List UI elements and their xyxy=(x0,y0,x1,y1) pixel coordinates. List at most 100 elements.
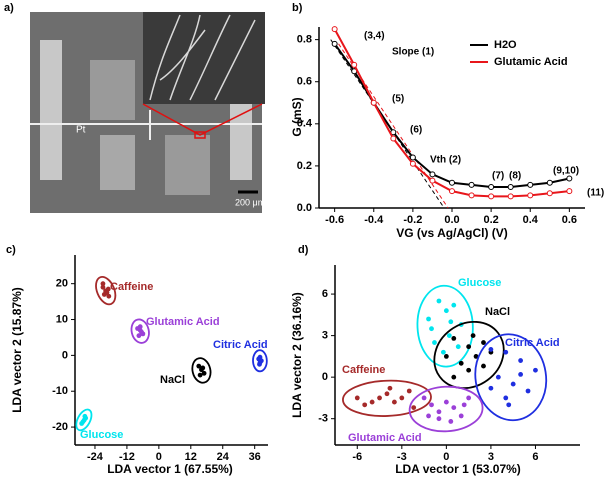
y-tick-label: 3 xyxy=(322,330,328,342)
point xyxy=(354,395,360,401)
y-tick-label: -3 xyxy=(318,413,328,425)
y-axis-label: LDA vector 2 (15.87%) xyxy=(10,287,24,413)
annotation: (7) xyxy=(492,171,504,182)
y-tick-label: 20 xyxy=(56,278,68,290)
point xyxy=(436,409,442,415)
cluster-ellipse xyxy=(75,408,93,432)
point xyxy=(409,154,416,161)
cluster-label: NaCl xyxy=(485,306,510,318)
y-tick-label: 0.2 xyxy=(297,160,312,172)
x-tick-label: -0.4 xyxy=(364,214,384,226)
point xyxy=(391,399,397,405)
point xyxy=(466,395,472,401)
cluster-ellipse xyxy=(130,318,150,344)
point xyxy=(488,347,494,352)
cluster-ellipse xyxy=(191,357,212,384)
pad xyxy=(40,40,62,180)
annotation: (9,10) xyxy=(553,166,579,177)
point xyxy=(197,372,203,378)
point xyxy=(451,374,457,380)
cluster-ellipse xyxy=(416,284,474,368)
point xyxy=(455,344,461,350)
point xyxy=(257,361,262,367)
x-tick-label: 0.0 xyxy=(444,214,459,226)
point xyxy=(488,193,495,200)
point xyxy=(510,381,516,387)
point xyxy=(429,171,436,178)
cluster-label: Citric Acid xyxy=(505,337,560,349)
point xyxy=(461,402,467,408)
legend-label: Glutamic Acid xyxy=(494,56,568,68)
point xyxy=(546,179,553,186)
point xyxy=(443,353,449,359)
point xyxy=(443,399,449,405)
point xyxy=(466,344,472,350)
x-tick-label: 0.4 xyxy=(523,214,539,226)
panel-label: d) xyxy=(298,244,309,256)
point xyxy=(507,193,514,200)
point xyxy=(527,181,534,188)
point xyxy=(331,40,338,47)
point xyxy=(448,319,454,325)
point xyxy=(136,333,142,339)
x-axis-label: LDA vector 1 (53.07%) xyxy=(395,462,521,476)
y-axis-label: G (mS) xyxy=(290,97,304,136)
y-tick-label: -20 xyxy=(52,421,68,433)
legend-label: H2O xyxy=(494,39,517,51)
point xyxy=(384,391,390,397)
x-tick-label: 36 xyxy=(249,451,261,463)
point xyxy=(468,192,475,199)
x-tick-label: 0 xyxy=(443,451,449,463)
point xyxy=(503,395,509,401)
image-panel: a) 200 μm Pt xyxy=(4,2,265,213)
point xyxy=(409,160,416,167)
point xyxy=(82,413,88,419)
series-line xyxy=(333,28,570,198)
point xyxy=(449,188,455,195)
point xyxy=(495,374,501,380)
y-tick-label: 0.0 xyxy=(297,202,312,214)
point xyxy=(139,329,144,335)
y-tick-label: 6 xyxy=(322,288,328,300)
point xyxy=(525,388,531,394)
point xyxy=(137,324,143,330)
point xyxy=(488,385,494,391)
panel-label: a) xyxy=(4,2,14,14)
cluster-label: Citric Acid xyxy=(213,339,268,351)
annotation: (6) xyxy=(410,125,422,136)
point xyxy=(362,402,368,408)
cluster-ellipse xyxy=(252,349,268,373)
annotation: (11) xyxy=(587,188,604,199)
x-tick-label: 0.6 xyxy=(562,214,577,226)
x-tick-label: -0.6 xyxy=(325,214,344,226)
point xyxy=(436,416,442,422)
y-tick-label: -10 xyxy=(52,385,68,397)
zoom-box xyxy=(194,131,206,139)
x-tick-label: 3 xyxy=(488,451,494,463)
nanowires xyxy=(149,14,256,101)
point xyxy=(488,183,495,190)
point xyxy=(331,26,338,33)
cluster-label: Caffeine xyxy=(110,281,153,293)
point xyxy=(443,308,449,314)
x-axis-label: LDA vector 1 (67.55%) xyxy=(107,462,233,476)
point xyxy=(369,399,375,405)
x-tick-label: -12 xyxy=(119,451,135,463)
cluster-ellipse xyxy=(433,320,505,390)
point xyxy=(518,358,524,363)
point xyxy=(406,388,412,394)
y-tick-label: 0.6 xyxy=(297,76,312,88)
point xyxy=(468,181,475,188)
point xyxy=(106,293,112,299)
point xyxy=(399,395,405,401)
x-tick-label: -3 xyxy=(397,451,407,463)
annotation: (5) xyxy=(392,94,404,105)
point xyxy=(527,192,534,199)
x-tick-label: 24 xyxy=(217,451,230,463)
x-tick-label: 0 xyxy=(156,451,162,463)
point xyxy=(351,61,358,68)
electrode xyxy=(90,60,135,120)
panel-label: b) xyxy=(292,2,303,14)
inset xyxy=(143,12,265,104)
